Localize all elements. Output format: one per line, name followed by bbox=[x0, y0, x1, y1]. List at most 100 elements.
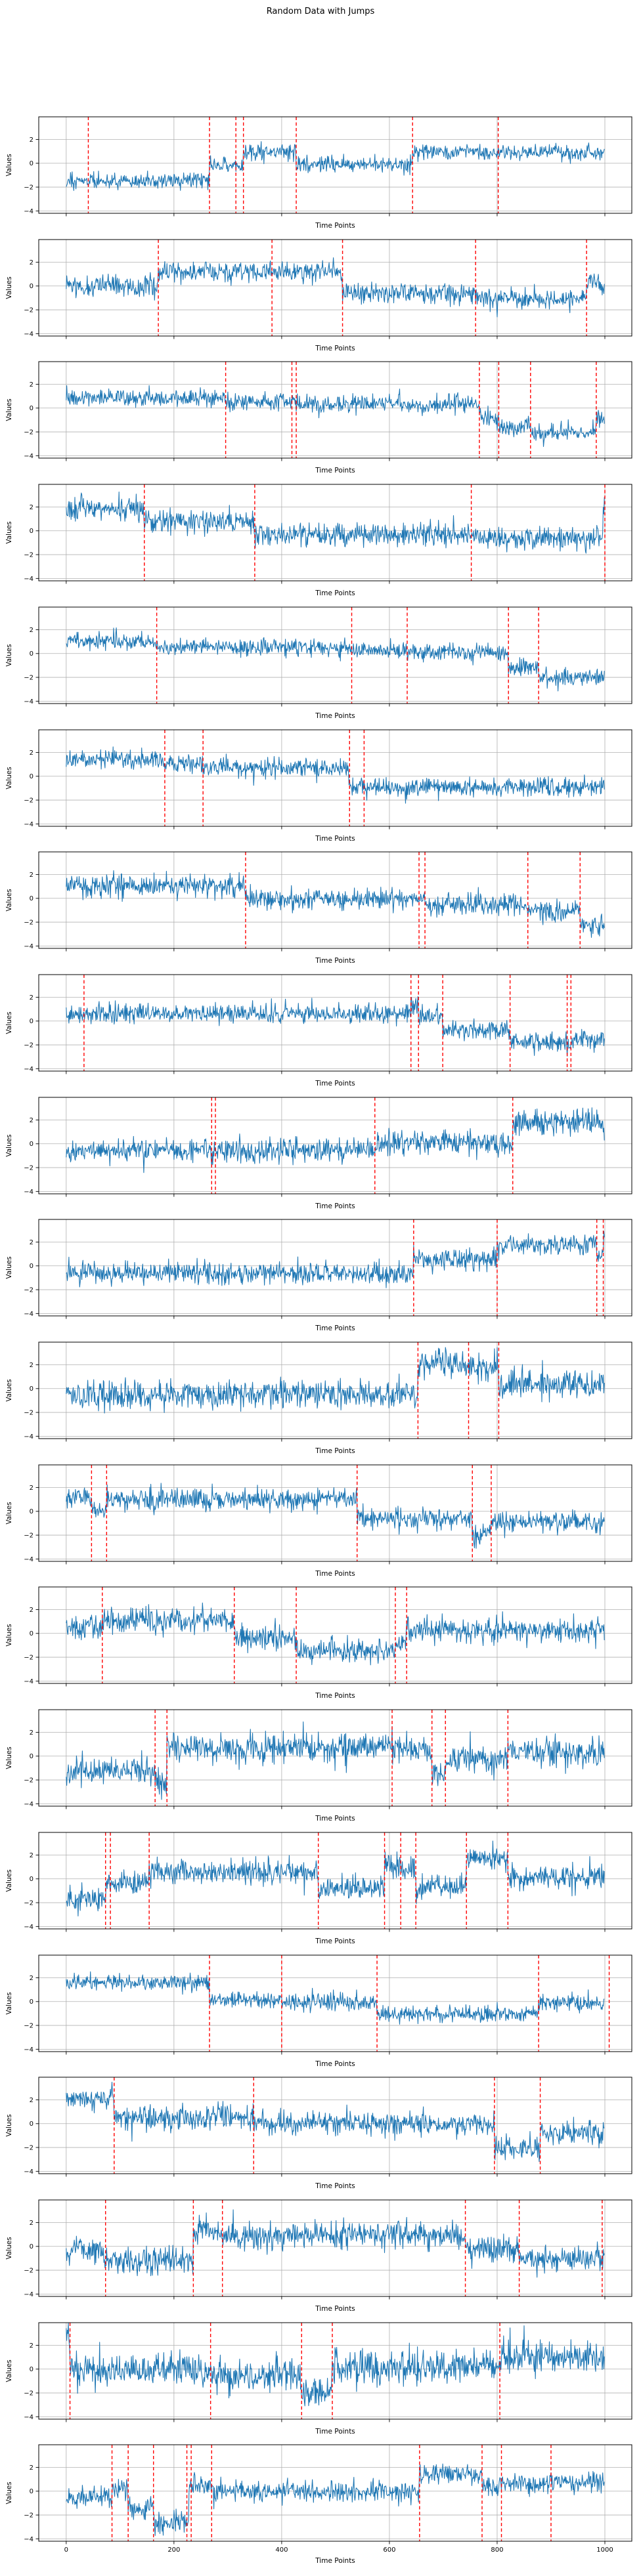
y-tick-label: 0 bbox=[30, 1385, 33, 1393]
y-tick-label: −4 bbox=[24, 1066, 33, 1073]
y-tick-label: −2 bbox=[24, 2390, 33, 2397]
axes-frame bbox=[38, 239, 632, 337]
x-axis-label: Time Points bbox=[315, 1447, 355, 1455]
y-tick-label: −4 bbox=[24, 2536, 33, 2543]
axes-frame bbox=[38, 1586, 632, 1684]
y-tick-label: −2 bbox=[24, 1655, 33, 1662]
y-tick-label: −2 bbox=[24, 1042, 33, 1049]
subplot-14: 2 0 −2 −4 Values Time Points bbox=[5, 1709, 632, 1823]
y-tick-label: 2 bbox=[30, 1852, 33, 1859]
y-tick-label: −4 bbox=[24, 2168, 33, 2176]
x-axis-label: Time Points bbox=[315, 467, 355, 475]
data-series-line bbox=[66, 1347, 605, 1414]
axes-frame bbox=[38, 1954, 632, 2052]
y-tick-label: 0 bbox=[30, 1141, 33, 1148]
y-tick-label: −2 bbox=[24, 1899, 33, 1907]
y-tick-label: −4 bbox=[24, 1678, 33, 1685]
y-axis-label: Values bbox=[5, 276, 13, 299]
x-axis-label: Time Points bbox=[315, 1815, 355, 1823]
subplot-1: 2 0 −2 −4 Values Time Points bbox=[5, 116, 632, 230]
y-tick-label: 0 bbox=[30, 1018, 33, 1025]
y-tick-label: 0 bbox=[30, 1508, 33, 1515]
y-tick-label: −4 bbox=[24, 1433, 33, 1441]
y-tick-label: −2 bbox=[24, 306, 33, 314]
x-axis-label: Time Points bbox=[315, 1570, 355, 1578]
axes-frame bbox=[38, 974, 632, 1072]
y-tick-label: −4 bbox=[24, 1311, 33, 1318]
y-axis-label: Values bbox=[5, 521, 13, 543]
x-axis-label: Time Points bbox=[315, 589, 355, 597]
data-series-line bbox=[66, 1483, 605, 1549]
data-series-line bbox=[66, 1971, 605, 2025]
y-tick-label: −4 bbox=[24, 330, 33, 337]
data-series-line bbox=[66, 1721, 605, 1800]
y-tick-label: 2 bbox=[30, 1485, 33, 1492]
y-tick-label: 2 bbox=[30, 1239, 33, 1246]
data-series-line bbox=[66, 385, 605, 448]
data-series-line bbox=[66, 2322, 605, 2406]
y-tick-label: 2 bbox=[30, 2220, 33, 2227]
y-tick-label: 2 bbox=[30, 1116, 33, 1124]
y-tick-label: −4 bbox=[24, 1555, 33, 1563]
y-tick-label: −2 bbox=[24, 552, 33, 559]
x-axis-label: Time Points bbox=[315, 2557, 355, 2565]
y-axis-label: Values bbox=[5, 2482, 13, 2504]
data-series-line bbox=[66, 257, 605, 318]
subplot-4: 2 0 −2 −4 Values Time Points bbox=[5, 484, 632, 597]
subplot-20: 2 0 −2 −4 0 200 400 600 800 1000 Values Time Points bbox=[5, 2444, 632, 2565]
y-axis-label: Values bbox=[5, 889, 13, 912]
y-axis-label: Values bbox=[5, 2115, 13, 2137]
x-axis-label: Time Points bbox=[315, 222, 355, 230]
y-axis-label: Values bbox=[5, 1869, 13, 1891]
axes-frame bbox=[38, 2322, 632, 2420]
y-tick-label: 0 bbox=[30, 1998, 33, 2006]
y-tick-label: 2 bbox=[30, 627, 33, 634]
y-tick-label: 0 bbox=[30, 406, 33, 413]
x-tick-label: 600 bbox=[383, 2546, 395, 2554]
axes-frame bbox=[38, 851, 632, 949]
data-series-line bbox=[66, 1840, 605, 1916]
data-series-line bbox=[66, 1231, 605, 1289]
y-tick-label: 2 bbox=[30, 259, 33, 266]
y-tick-label: 0 bbox=[30, 2243, 33, 2250]
y-axis-label: Values bbox=[5, 1992, 13, 2014]
y-tick-label: 0 bbox=[30, 1876, 33, 1883]
x-axis-label: Time Points bbox=[315, 2428, 355, 2436]
data-series-line bbox=[66, 492, 605, 554]
axes-frame bbox=[38, 2077, 632, 2174]
axes-frame bbox=[38, 1464, 632, 1562]
y-tick-label: −4 bbox=[24, 2291, 33, 2298]
y-tick-label: −4 bbox=[24, 208, 33, 215]
y-tick-label: −2 bbox=[24, 1532, 33, 1539]
y-axis-label: Values bbox=[5, 2359, 13, 2382]
y-tick-label: 0 bbox=[30, 1753, 33, 1760]
y-tick-label: −4 bbox=[24, 2413, 33, 2420]
axes-frame bbox=[38, 1709, 632, 1807]
axes-frame bbox=[38, 1097, 632, 1194]
y-tick-label: 2 bbox=[30, 2097, 33, 2104]
subplot-16: 2 0 −2 −4 Values Time Points bbox=[5, 1954, 632, 2068]
y-tick-label: 0 bbox=[30, 2488, 33, 2495]
data-series-line bbox=[66, 1107, 605, 1173]
data-series-line bbox=[66, 2082, 605, 2163]
axes-frame bbox=[38, 2199, 632, 2297]
axes-frame bbox=[38, 1832, 632, 1930]
subplot-11: 2 0 −2 −4 Values Time Points bbox=[5, 1341, 632, 1455]
data-series-line bbox=[66, 2209, 605, 2278]
y-tick-label: −2 bbox=[24, 2022, 33, 2029]
x-tick-label: 800 bbox=[491, 2546, 503, 2554]
x-axis-label: Time Points bbox=[315, 2305, 355, 2313]
subplot-3: 2 0 −2 −4 Values Time Points bbox=[5, 361, 632, 475]
y-tick-label: 0 bbox=[30, 2121, 33, 2128]
y-axis-label: Values bbox=[5, 1624, 13, 1647]
axes-frame bbox=[38, 606, 632, 704]
y-axis-label: Values bbox=[5, 1379, 13, 1401]
y-tick-label: −2 bbox=[24, 2145, 33, 2152]
subplot-2: 2 0 −2 −4 Values Time Points bbox=[5, 239, 632, 352]
y-axis-label: Values bbox=[5, 644, 13, 666]
y-tick-label: 2 bbox=[30, 872, 33, 879]
y-tick-label: 0 bbox=[30, 528, 33, 535]
x-axis-label: Time Points bbox=[315, 2060, 355, 2068]
subplot-10: 2 0 −2 −4 Values Time Points bbox=[5, 1219, 632, 1332]
axes-frame bbox=[38, 361, 632, 459]
